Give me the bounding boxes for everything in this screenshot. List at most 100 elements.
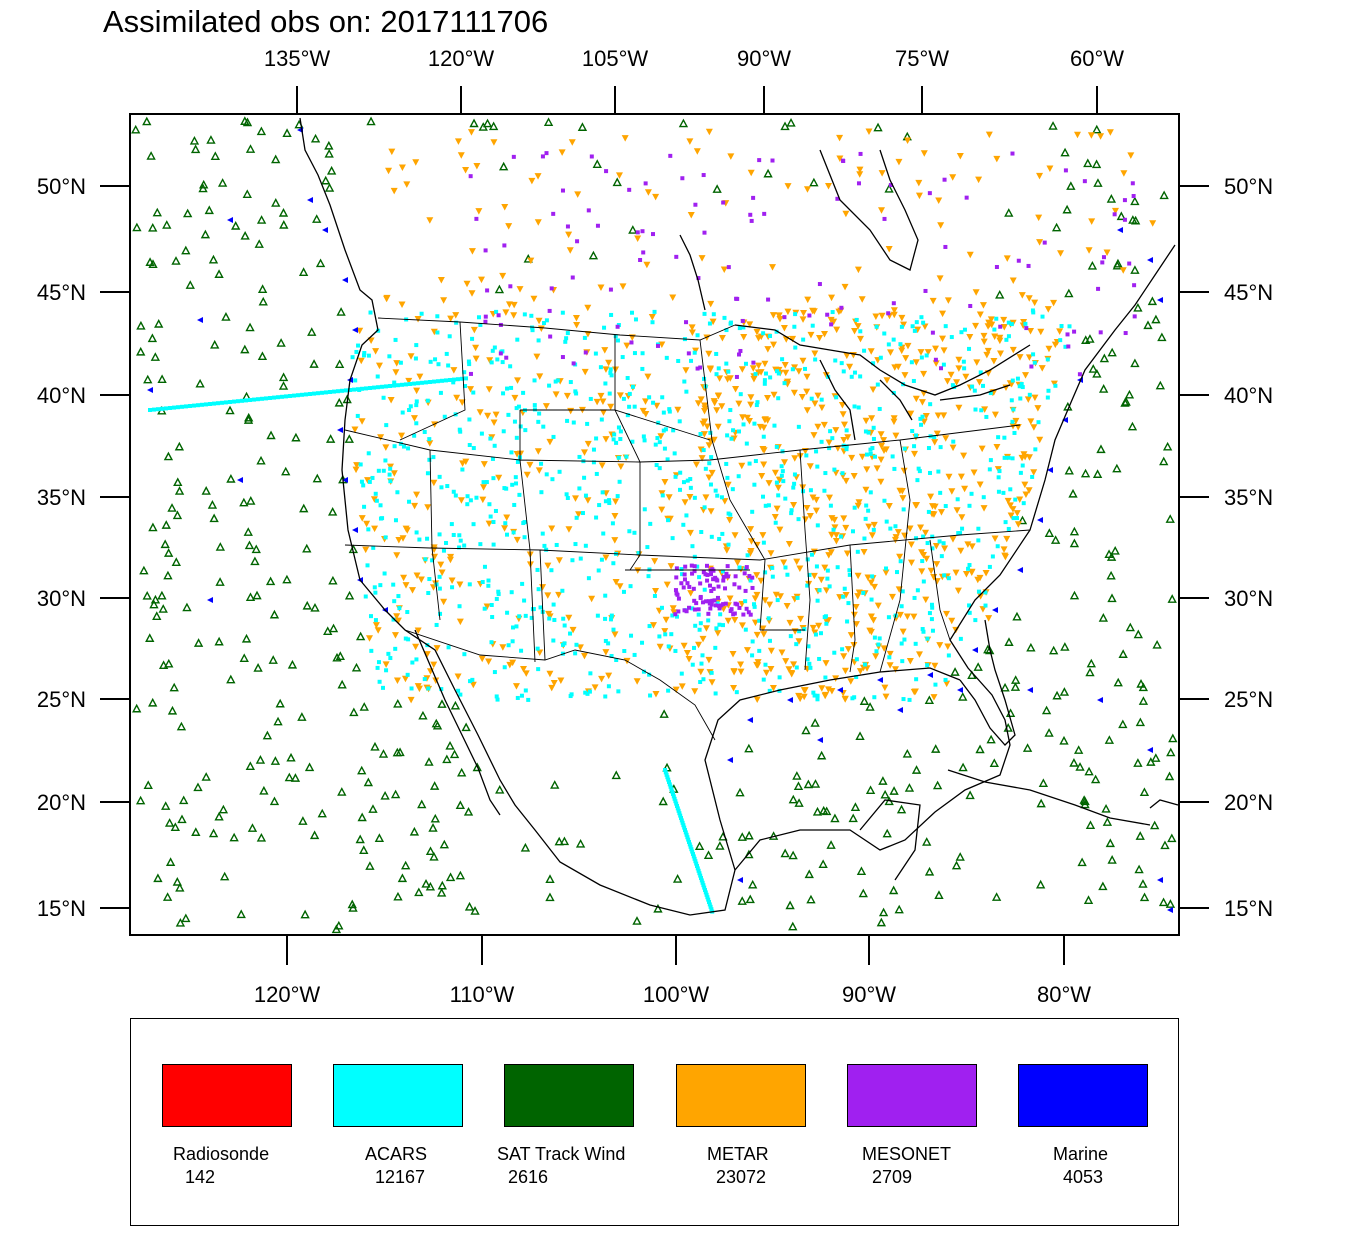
sat-wind-marker — [788, 921, 798, 931]
acars-marker — [1018, 470, 1023, 475]
metar-marker — [513, 536, 521, 544]
sat-wind-marker — [215, 577, 225, 586]
acars-marker — [391, 617, 396, 622]
acars-marker — [962, 327, 967, 332]
acars-marker — [745, 553, 750, 558]
metar-marker — [991, 411, 999, 419]
bottom-lon-label: 80°W — [1037, 982, 1091, 1007]
metar-marker — [1018, 292, 1026, 299]
mesonet-marker — [733, 574, 738, 579]
metar-marker — [723, 547, 731, 554]
acars-marker — [565, 331, 570, 336]
metar-marker — [878, 442, 886, 450]
mesonet-marker — [485, 288, 490, 293]
sat-wind-marker — [409, 826, 420, 836]
metar-marker — [1149, 220, 1157, 227]
acars-marker — [870, 574, 875, 579]
metar-marker — [377, 434, 385, 441]
acars-marker — [460, 376, 464, 381]
metar-marker — [599, 409, 607, 416]
metar-marker — [979, 302, 987, 309]
acars-marker — [536, 667, 541, 672]
sat-wind-marker — [210, 339, 220, 349]
mesonet-marker — [681, 585, 686, 590]
metar-marker — [526, 461, 534, 469]
acars-marker — [877, 636, 882, 641]
acars-marker — [890, 454, 895, 459]
acars-marker — [777, 675, 782, 680]
acars-marker — [910, 428, 915, 433]
sat-wind-marker — [488, 121, 499, 131]
acars-marker — [598, 365, 603, 370]
metar-marker — [713, 407, 721, 414]
mesonet-marker — [635, 230, 640, 235]
acars-marker — [688, 844, 693, 849]
acars-marker — [435, 314, 440, 319]
acars-marker — [717, 536, 722, 541]
acars-marker — [703, 466, 708, 471]
acars-marker — [833, 358, 838, 363]
mesonet-marker — [701, 173, 706, 178]
metar-marker — [548, 525, 556, 532]
sat-wind-marker — [865, 702, 875, 711]
acars-marker — [192, 403, 196, 408]
sat-wind-marker — [786, 117, 796, 127]
acars-marker — [650, 320, 655, 325]
sat-wind-marker — [1159, 190, 1169, 200]
acars-marker — [914, 320, 919, 325]
metar-marker — [927, 493, 935, 501]
sat-wind-marker — [189, 135, 200, 145]
acars-marker — [482, 606, 487, 611]
acars-marker — [930, 546, 935, 551]
metar-marker — [930, 694, 938, 701]
acars-marker — [674, 801, 679, 806]
sat-wind-marker — [1118, 719, 1128, 729]
acars-marker — [594, 515, 599, 520]
metar-marker — [852, 621, 860, 628]
metar-marker — [755, 362, 763, 370]
acars-marker — [813, 357, 818, 362]
sat-wind-marker — [826, 840, 836, 849]
sat-wind-marker — [181, 913, 191, 923]
metar-marker — [907, 410, 915, 418]
sat-wind-marker — [282, 128, 292, 137]
acars-marker — [805, 657, 810, 662]
metar-marker — [790, 661, 798, 668]
mesonet-marker — [468, 371, 473, 376]
acars-marker — [824, 621, 829, 626]
acars-marker — [766, 503, 771, 508]
mesonet-marker — [728, 609, 733, 614]
mesonet-marker — [704, 563, 709, 568]
acars-marker — [489, 360, 494, 365]
acars-marker — [510, 482, 515, 487]
acars-marker — [698, 621, 703, 626]
acars-marker — [987, 564, 992, 569]
acars-marker — [481, 480, 486, 485]
metar-marker — [710, 436, 718, 444]
sat-wind-marker — [788, 850, 798, 860]
acars-marker — [632, 530, 637, 535]
acars-marker — [494, 596, 499, 601]
metar-marker — [682, 367, 690, 374]
metar-marker — [417, 576, 425, 584]
metar-marker — [918, 549, 926, 556]
acars-marker — [763, 371, 768, 376]
metar-marker — [501, 203, 509, 211]
metar-marker — [714, 423, 722, 431]
mesonet-marker — [994, 264, 999, 269]
acars-marker — [835, 565, 840, 570]
mesonet-marker — [583, 350, 588, 355]
acars-marker — [864, 503, 869, 508]
acars-marker — [793, 312, 798, 317]
sat-wind-marker — [437, 880, 447, 890]
metar-marker — [483, 603, 491, 610]
metar-marker — [906, 657, 914, 665]
metar-marker — [880, 645, 888, 652]
acars-marker — [663, 632, 668, 637]
acars-marker — [714, 351, 719, 356]
acars-marker — [324, 390, 328, 395]
metar-marker — [565, 614, 573, 622]
metar-marker — [423, 675, 431, 682]
sat-wind-marker — [174, 486, 185, 495]
acars-marker — [1001, 490, 1006, 495]
